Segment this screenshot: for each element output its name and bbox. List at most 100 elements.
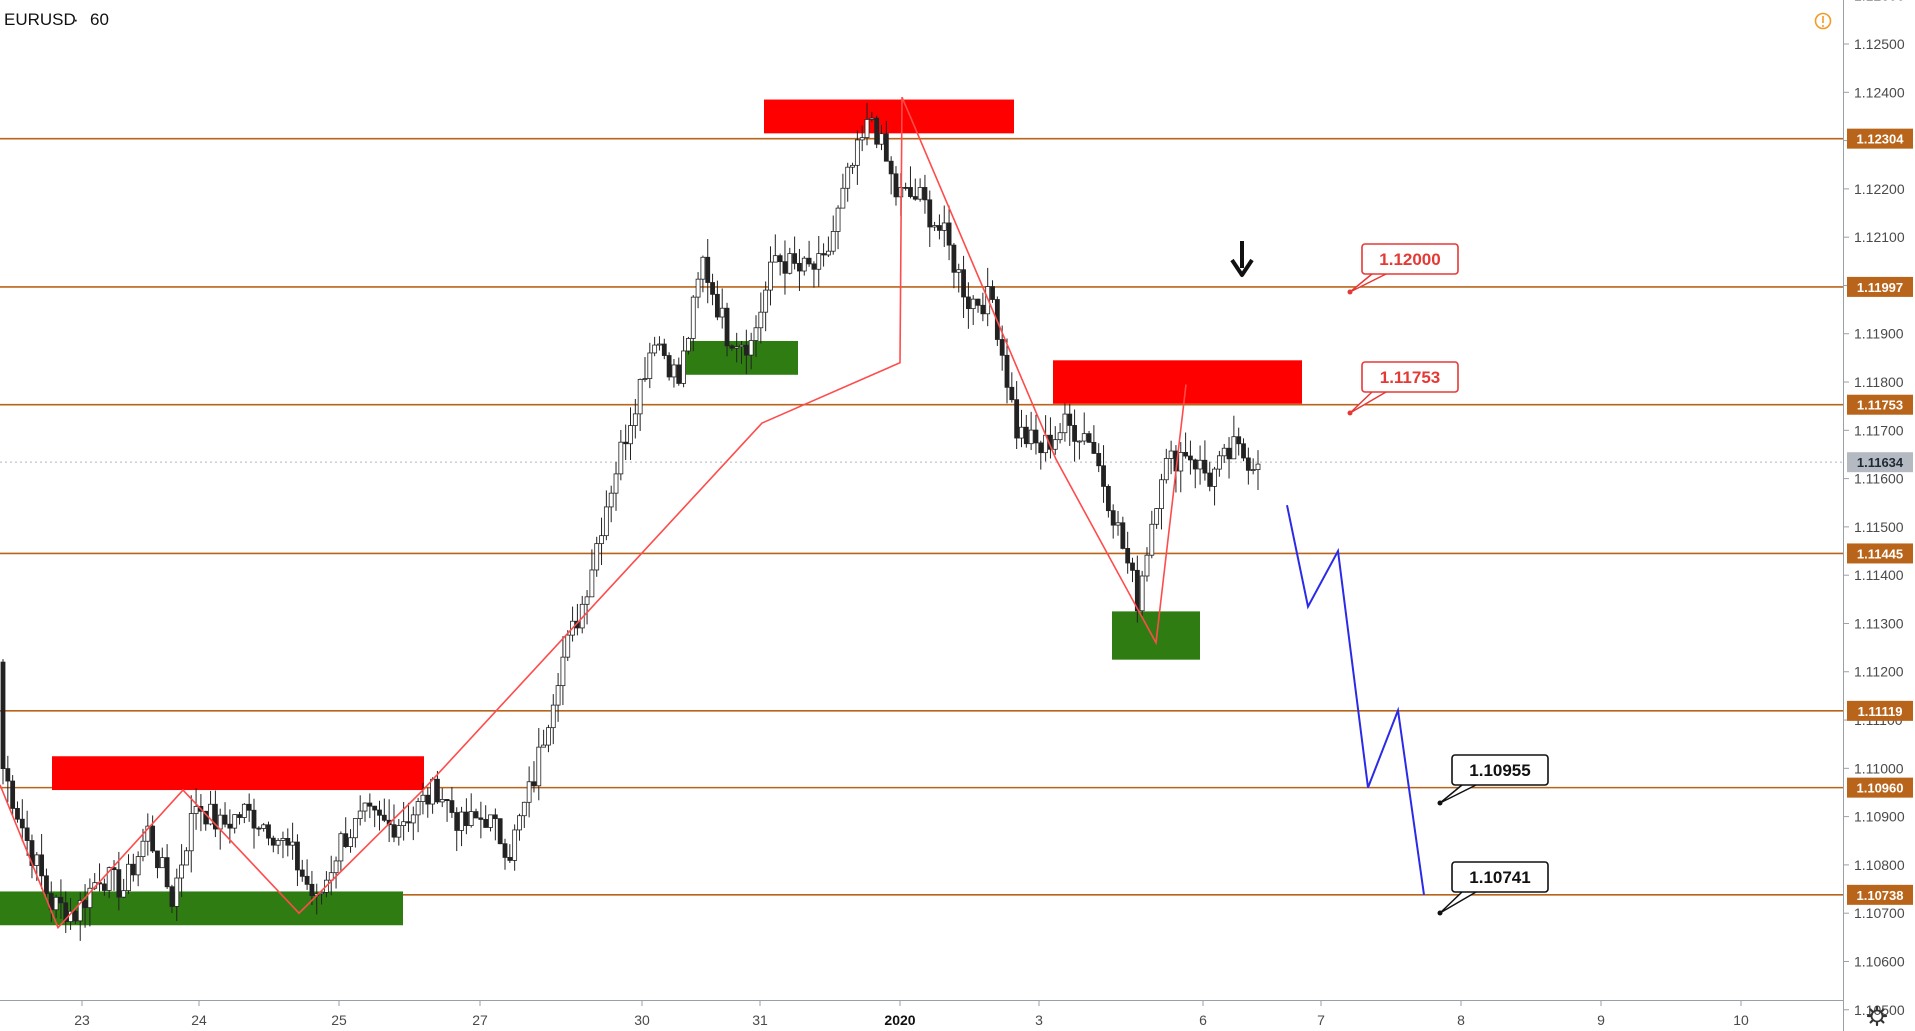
- candle-body: [82, 900, 88, 909]
- candle-body: [468, 811, 474, 827]
- candle-body: [956, 269, 962, 273]
- candle: [512, 824, 518, 871]
- x-tick-label: 24: [191, 1012, 207, 1028]
- candle: [1096, 443, 1102, 473]
- candle: [729, 344, 735, 351]
- candle-body: [1216, 455, 1222, 470]
- candle-body: [927, 199, 933, 228]
- candle-body: [174, 877, 180, 907]
- candle: [695, 272, 701, 309]
- candle: [956, 263, 962, 293]
- candle: [1192, 458, 1198, 489]
- candle-body: [777, 255, 783, 263]
- candle: [724, 302, 730, 357]
- candle: [826, 236, 831, 258]
- candle-body: [367, 802, 373, 807]
- x-tick-label: 27: [472, 1012, 488, 1028]
- candle-body: [343, 833, 349, 847]
- candle-body: [632, 413, 638, 426]
- candle: [1120, 516, 1126, 550]
- candle: [647, 342, 653, 389]
- price-scale[interactable]: 1.10500 1.10600 1.10700 1.10800 1.10900 1.110…: [1843, 0, 1914, 1031]
- candle-body: [589, 569, 595, 598]
- candle: [869, 111, 875, 123]
- projection-line: [1286, 504, 1425, 895]
- candle: [637, 378, 643, 431]
- candle: [1212, 466, 1217, 506]
- candle-body: [603, 506, 609, 537]
- candle: [497, 818, 503, 845]
- candle: [874, 115, 880, 149]
- candle: [459, 806, 464, 847]
- candle-body: [391, 824, 397, 838]
- gear-icon[interactable]: [1866, 1005, 1888, 1027]
- candle: [1163, 448, 1169, 484]
- candle-body: [241, 803, 247, 818]
- y-tick-label: 1.10800: [1854, 857, 1905, 873]
- candle-body: [1188, 455, 1193, 461]
- candle: [270, 835, 276, 853]
- candle: [184, 847, 189, 866]
- alert-icon[interactable]: [1814, 12, 1832, 30]
- level-badge: [1847, 128, 1913, 149]
- candle: [850, 162, 855, 174]
- candle-body: [266, 824, 271, 839]
- candle-body: [309, 883, 315, 897]
- candle-body: [179, 864, 184, 879]
- candle: [232, 814, 238, 834]
- candle-body: [657, 343, 662, 346]
- candle-body: [526, 781, 532, 803]
- candle: [343, 817, 349, 849]
- candle: [864, 102, 870, 146]
- candle: [266, 821, 271, 846]
- candle: [1207, 461, 1213, 492]
- candle-body: [1038, 442, 1044, 454]
- candle-body: [652, 344, 658, 354]
- candle: [1101, 445, 1106, 503]
- x-tick-label: 3: [1035, 1012, 1043, 1028]
- price-callouts[interactable]: 1.12000 1.11753 1.10955 1.10741: [1347, 243, 1549, 916]
- candle: [517, 813, 522, 841]
- candle-body: [1159, 479, 1164, 509]
- candle-body: [333, 860, 339, 874]
- candle-body: [362, 802, 368, 812]
- candle-body: [1130, 562, 1135, 571]
- candle-body: [203, 810, 209, 825]
- candle: [406, 802, 411, 832]
- candle: [396, 819, 402, 846]
- candle: [425, 787, 431, 818]
- candle-body: [1019, 426, 1024, 439]
- level-badge: [1847, 543, 1913, 564]
- candle-body: [401, 821, 407, 826]
- candle: [710, 273, 715, 306]
- candle-body: [44, 875, 49, 894]
- callout-anchor: [1347, 410, 1353, 416]
- callout-anchor: [1437, 800, 1443, 806]
- candle-body: [478, 817, 484, 820]
- candle-body: [792, 253, 798, 264]
- candle: [44, 868, 49, 901]
- time-scale[interactable]: 23 24 25 27 30 31 2020 3 6 7 8 9 10: [0, 1000, 1843, 1029]
- candle-body: [188, 813, 194, 852]
- y-tick-label: 1.11300: [1854, 615, 1904, 631]
- callout-label: 1.11753: [1380, 368, 1441, 387]
- candle: [946, 205, 952, 261]
- level-badge: [1847, 394, 1913, 415]
- candle-body: [372, 805, 378, 811]
- candle-body: [19, 818, 25, 829]
- candle: [1105, 484, 1111, 518]
- candle-body: [787, 253, 793, 274]
- callout-label: 1.10741: [1469, 868, 1530, 887]
- candle-body: [980, 304, 986, 315]
- candle: [290, 822, 296, 860]
- y-tick-label: 1.10700: [1854, 905, 1905, 921]
- candle-body: [463, 811, 469, 827]
- candle-body: [1115, 522, 1121, 526]
- candle-body: [835, 207, 841, 232]
- candle: [951, 242, 957, 289]
- candle-body: [1250, 469, 1256, 472]
- candle-body: [763, 289, 769, 313]
- candle: [888, 156, 894, 195]
- candle: [565, 630, 571, 661]
